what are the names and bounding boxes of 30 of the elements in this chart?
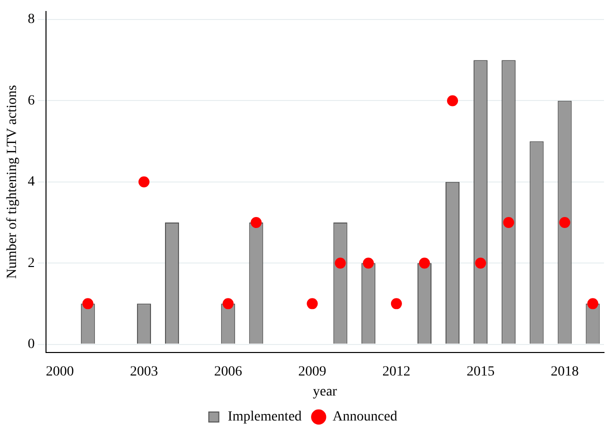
y-tick-label: 0 (28, 336, 35, 352)
point (587, 298, 598, 310)
point (418, 258, 430, 269)
point (362, 258, 374, 269)
point (250, 216, 262, 228)
x-tick-label: 2000 (46, 364, 74, 380)
x-tick-label: 2012 (382, 364, 410, 380)
point (82, 298, 94, 310)
x-axis-title: year (312, 384, 338, 400)
point (447, 95, 458, 106)
point (390, 298, 402, 310)
y-tick-label: 4 (28, 174, 35, 190)
x-tick-label: 2003 (130, 364, 158, 380)
point (306, 298, 318, 310)
legend-label: Announced (332, 410, 398, 425)
x-tick-label: 2015 (466, 364, 495, 380)
x-tick-label: 2018 (550, 364, 579, 380)
point (475, 258, 486, 269)
x-tick-label: 2006 (214, 364, 242, 380)
y-tick-label: 6 (28, 93, 35, 108)
legend-label: Implemented (228, 410, 302, 425)
point (334, 258, 346, 269)
point (559, 216, 570, 228)
point (503, 216, 514, 228)
point (222, 298, 234, 310)
y-tick-label: 8 (28, 12, 35, 28)
point (138, 176, 150, 188)
y-axis-title: Number of tightening LTV actions (5, 85, 20, 279)
y-tick-label: 2 (28, 256, 35, 271)
x-tick-label: 2009 (298, 364, 326, 380)
